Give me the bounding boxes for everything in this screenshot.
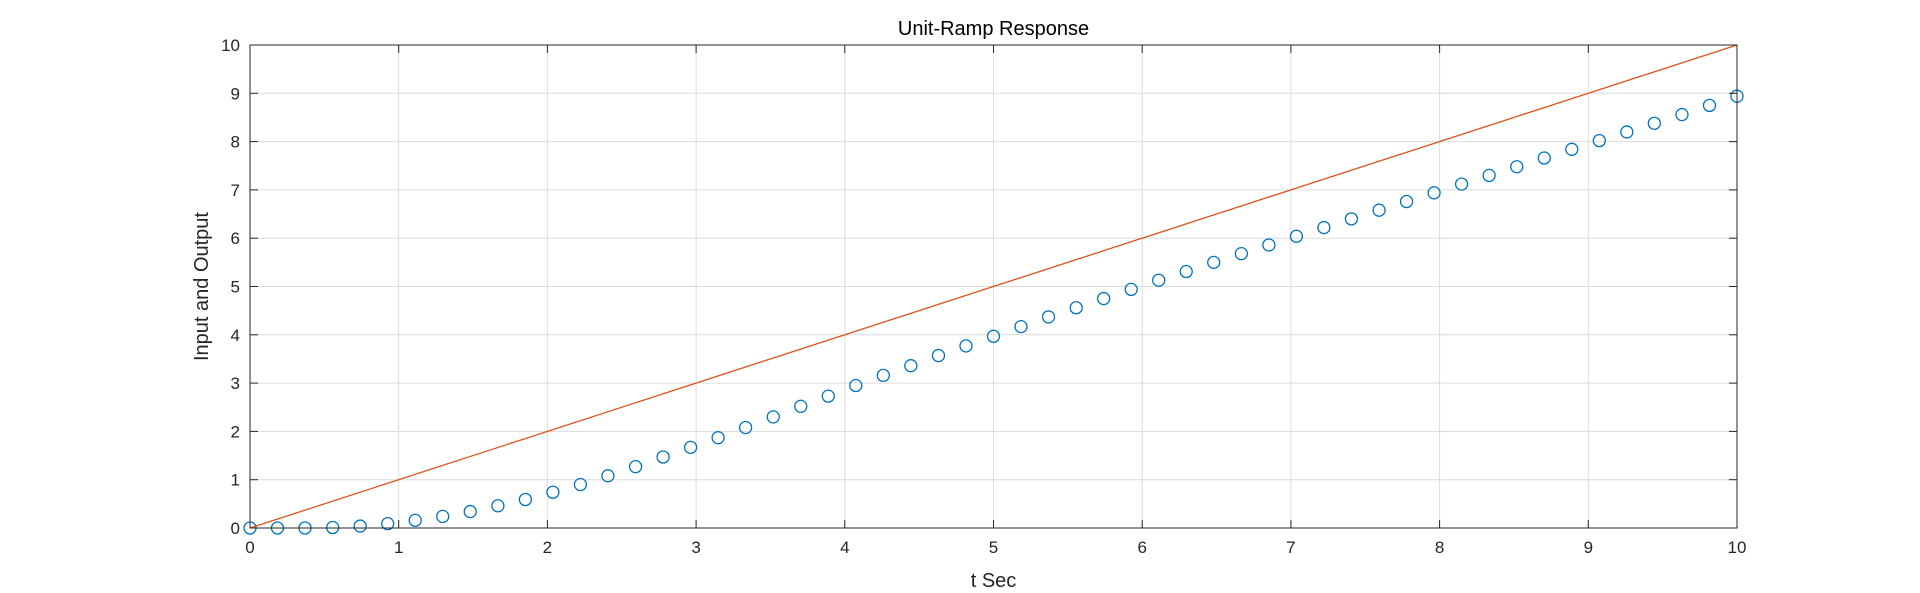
output-data-point	[1399, 194, 1414, 209]
x-axis-label: t Sec	[971, 570, 1017, 592]
output-data-point	[656, 450, 670, 464]
output-data-point	[904, 359, 918, 373]
axis-ticks	[249, 44, 1738, 529]
output-data-point	[1041, 310, 1056, 324]
output-data-point	[711, 431, 725, 445]
output-data-point	[1152, 273, 1166, 287]
output-data-point	[546, 485, 560, 499]
y-tick-label: 2	[231, 422, 240, 441]
input-ramp-line	[249, 44, 1738, 529]
y-tick-label: 0	[231, 519, 240, 538]
y-tick-label: 3	[231, 374, 240, 393]
output-data-point	[683, 440, 698, 454]
output-data-point	[1427, 186, 1441, 200]
x-tick-label: 9	[1584, 538, 1593, 557]
output-data-point	[1482, 168, 1496, 183]
output-data-point	[931, 348, 946, 363]
x-tick-label: 4	[840, 538, 849, 557]
output-data-point	[1537, 151, 1551, 165]
output-data-point	[518, 492, 533, 507]
y-tick-label: 5	[231, 278, 240, 297]
tick-labels: 0 1 2 3 4 5 6 7 8 9 10 0 1 2 3 4 5 6 7 8 9 10	[221, 36, 1746, 557]
x-tick-label: 7	[1286, 538, 1295, 557]
y-axis-label: Input and Output	[191, 212, 213, 361]
output-data-point	[1262, 238, 1276, 252]
output-data-point	[849, 378, 863, 393]
y-tick-label: 4	[231, 326, 240, 345]
output-data-point	[1124, 282, 1138, 297]
output-data-point	[1344, 212, 1359, 226]
y-tick-label: 8	[231, 133, 240, 152]
output-data-point	[1234, 247, 1249, 261]
y-tick-label: 1	[231, 471, 240, 490]
output-data-point	[986, 329, 1001, 343]
output-data-point	[1510, 160, 1524, 174]
x-tick-label: 3	[691, 538, 700, 557]
output-data-point	[491, 499, 505, 513]
x-tick-label: 5	[989, 538, 998, 557]
output-data-point	[573, 477, 588, 492]
x-tick-label: 6	[1137, 538, 1146, 557]
output-data-point	[738, 420, 753, 435]
x-tick-label: 10	[1728, 538, 1747, 557]
output-data-point	[766, 410, 780, 424]
x-tick-label: 2	[543, 538, 552, 557]
output-data-point	[1647, 116, 1661, 130]
output-data-point	[1069, 301, 1083, 315]
output-data-point	[1565, 142, 1579, 156]
output-data-point	[1454, 177, 1469, 191]
output-data-point	[628, 460, 643, 474]
output-data-point	[463, 504, 477, 519]
output-data-point	[436, 509, 450, 524]
y-tick-label: 9	[231, 84, 240, 103]
output-data-point	[876, 368, 890, 383]
output-data-point	[1097, 291, 1111, 306]
output-data-point	[959, 339, 973, 353]
output-data-point	[1592, 133, 1606, 148]
output-data-point	[1317, 220, 1331, 235]
y-tick-label: 6	[231, 229, 240, 248]
output-data-point	[1289, 229, 1304, 243]
output-data-point	[1702, 98, 1717, 113]
chart-title: Unit-Ramp Response	[898, 18, 1089, 40]
output-data-point	[353, 519, 367, 533]
y-tick-label: 7	[231, 181, 240, 200]
y-tick-label: 10	[221, 36, 240, 55]
output-data-point	[408, 513, 422, 527]
output-data-point	[1620, 125, 1634, 139]
output-data-point	[1179, 264, 1193, 279]
x-tick-label: 8	[1435, 538, 1444, 557]
output-data-point	[381, 517, 395, 531]
output-data-point	[1207, 255, 1221, 270]
output-data-point	[1014, 319, 1028, 334]
output-data-point	[794, 399, 808, 413]
data-series	[243, 44, 1744, 535]
output-data-point	[821, 389, 835, 403]
x-tick-label: 1	[394, 538, 403, 557]
output-data-point	[1675, 107, 1689, 122]
output-data-point	[1372, 203, 1386, 217]
x-tick-label: 0	[245, 538, 254, 557]
output-data-point	[601, 469, 615, 483]
